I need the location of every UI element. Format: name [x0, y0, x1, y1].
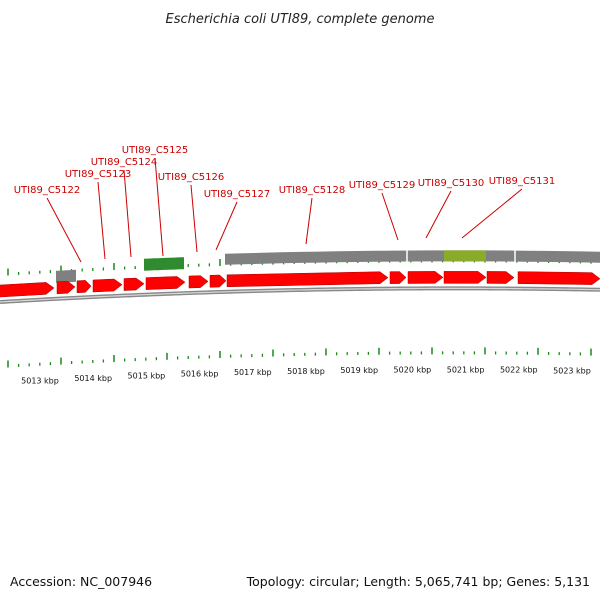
kbp-scale: 5013 kbp 5014 kbp 5015 kbp 5016 kbp 5017 kbp… [21, 365, 591, 385]
gene-label[interactable]: UTI89_C5131 [489, 176, 556, 187]
gene-arrow [145, 276, 186, 290]
gene-arrow [56, 280, 76, 295]
callout-line [461, 188, 523, 239]
gene-label[interactable]: UTI89_C5125 [122, 145, 189, 156]
green-feature-block [144, 257, 184, 271]
inner-tick-ring [7, 347, 592, 368]
gene-arrow [76, 280, 92, 294]
kbp-label: 5018 kbp [287, 367, 325, 376]
kbp-label: 5022 kbp [500, 366, 538, 375]
gene-label[interactable]: UTI89_C5123 [65, 169, 132, 180]
map-title: Escherichia coli UTI89, complete genome [166, 12, 435, 27]
callout-line [123, 169, 132, 258]
gene-arrow [486, 271, 515, 284]
gray-feature-block [56, 269, 76, 283]
gene-label[interactable]: UTI89_C5129 [349, 180, 416, 191]
kbp-label: 5015 kbp [128, 372, 166, 381]
accession-text: Accession: NC_007946 [10, 574, 152, 589]
callout-line [46, 197, 82, 263]
kbp-label: 5020 kbp [394, 365, 432, 374]
olive-feature-block [444, 250, 486, 262]
gene-arrow [389, 271, 407, 284]
gene-arrow [92, 278, 123, 293]
kbp-label: 5023 kbp [553, 366, 591, 375]
kbp-label: 5017 kbp [234, 368, 272, 377]
gene-label[interactable]: UTI89_C5130 [418, 178, 485, 189]
gene-arrow [123, 277, 145, 291]
kbp-label: 5019 kbp [340, 366, 378, 375]
kbp-label: 5013 kbp [21, 377, 59, 386]
gene-arrow [0, 282, 55, 298]
feature-track [0, 248, 600, 304]
gene-label[interactable]: UTI89_C5122 [14, 185, 81, 196]
kbp-label: 5014 kbp [74, 374, 112, 383]
gene-arrow [517, 271, 600, 285]
gene-arrow [443, 271, 487, 284]
gene-label[interactable]: UTI89_C5124 [91, 157, 158, 168]
genome-summary-text: Topology: circular; Length: 5,065,741 bp… [246, 574, 590, 589]
callout-line [154, 157, 164, 257]
gray-feature-block [225, 250, 600, 265]
gene-arrow [209, 274, 227, 288]
callout-line [305, 197, 313, 245]
gene-label[interactable]: UTI89_C5126 [158, 172, 225, 183]
gene-arrow [188, 275, 209, 289]
gene-arrow [226, 271, 389, 288]
kbp-label: 5021 kbp [447, 365, 485, 374]
gene-arrow [407, 271, 444, 284]
callout-line [215, 201, 238, 251]
gene-label[interactable]: UTI89_C5127 [204, 189, 271, 200]
kbp-label: 5016 kbp [181, 370, 219, 379]
callout-line [425, 190, 452, 239]
callout-line [381, 192, 399, 241]
gene-callouts: UTI89_C5122UTI89_C5123UTI89_C5124UTI89_C… [14, 145, 556, 263]
callout-line [97, 181, 106, 260]
gene-label[interactable]: UTI89_C5128 [279, 185, 346, 196]
genome-backbone-highlight [0, 287, 600, 303]
callout-line [190, 184, 198, 253]
